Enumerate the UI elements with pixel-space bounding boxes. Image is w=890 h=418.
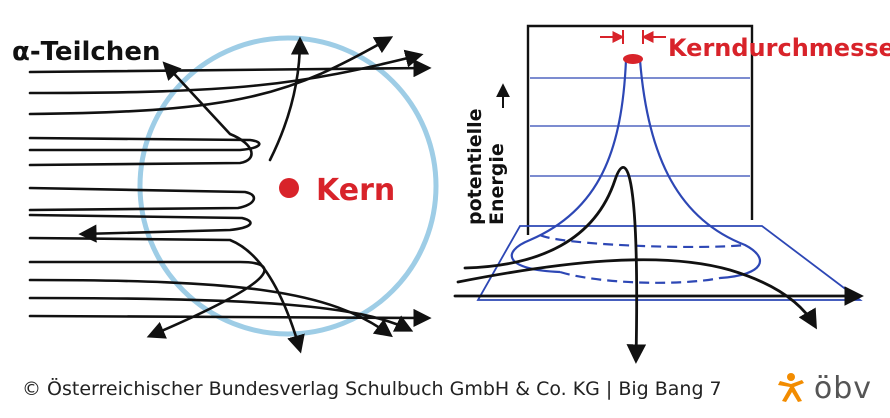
diameter-label: Kerndurchmesser: [668, 34, 890, 62]
track-deflect-up-2: [28, 36, 394, 116]
track-backscatter-3: [28, 186, 256, 212]
alpha-tracks: [28, 36, 432, 354]
copyright-footer: © Österreichischer Bundesverlag Schulbuc…: [22, 378, 722, 400]
energy-axis-label: potentielle Energie: [464, 108, 508, 225]
track-deflect-up-1: [28, 49, 424, 95]
track-deflect-down-2: [28, 260, 266, 339]
track-backscatter-1: [28, 136, 261, 152]
potential-funnel: [510, 59, 762, 284]
track-deflect-up-3: [268, 36, 310, 162]
energy-levels: [530, 77, 750, 177]
nucleus: [279, 178, 299, 198]
track-backscatter-4: [28, 213, 252, 243]
book-title: Big Bang 7: [618, 378, 722, 400]
publisher-star-icon: [777, 373, 804, 402]
track-deflect-down-4: [28, 296, 414, 332]
back-wall: [526, 24, 754, 235]
diameter-indicator: [600, 30, 666, 44]
obv-logo: öbv: [774, 368, 872, 408]
svg-text:Energie: Energie: [486, 143, 508, 225]
scattering-diagram: Kern α-Teilchen: [12, 35, 439, 354]
track-backscatter-2: [28, 61, 253, 167]
alpha-particle-label: α-Teilchen: [12, 37, 160, 67]
nucleus-top: [623, 54, 643, 64]
energy-track-deflect: [456, 258, 817, 330]
logo-text: öbv: [813, 370, 872, 406]
copyright-text: © Österreichischer Bundesverlag Schulbuc…: [22, 378, 600, 400]
nucleus-label: Kern: [316, 173, 395, 208]
energy-tracks: [453, 165, 864, 364]
energy-track-reflect: [463, 165, 647, 364]
potential-energy-diagram: Kerndurchmesser potentielle Energie: [453, 24, 890, 364]
svg-text:potentielle: potentielle: [464, 108, 486, 225]
track-straight-2: [28, 308, 432, 328]
